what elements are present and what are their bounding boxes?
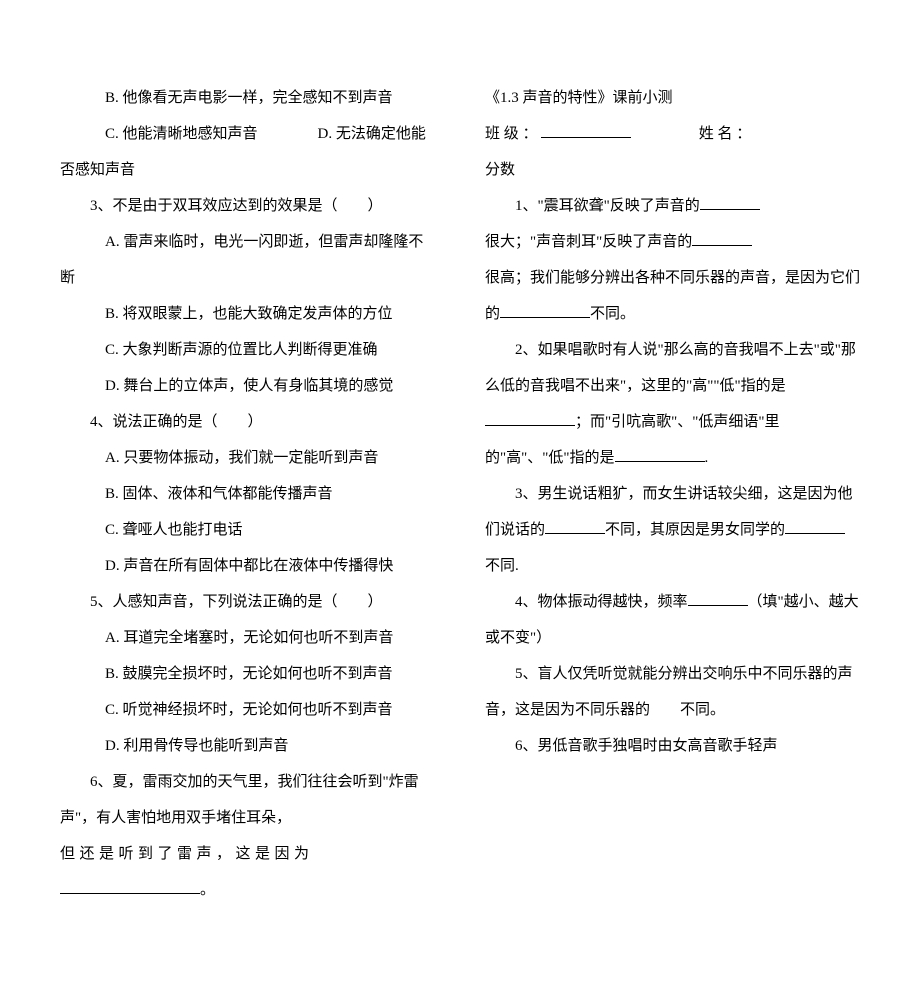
q5a: A. 耳道完全堵塞时，无论如何也听不到声音	[60, 620, 435, 656]
name-label: 姓 名 ：	[699, 126, 752, 142]
q4: 4、说法正确的是（ ）	[60, 404, 435, 440]
q5d: D. 利用骨传导也能听到声音	[60, 728, 435, 764]
q6p1: 6、夏，雷雨交加的天气里，我们往往会听到"炸雷声"，有人害怕地用双手堵住耳朵，	[60, 764, 435, 836]
document-body: B. 他像看无声电影一样，完全感知不到声音 C. 他能清晰地感知声音 D. 无法…	[60, 80, 860, 930]
s2q6: 6、男低音歌手独唱时由女高音歌手轻声	[485, 728, 860, 764]
q3b: B. 将双眼蒙上，也能大致确定发声体的方位	[60, 296, 435, 332]
blank[interactable]	[500, 303, 590, 318]
s2q1c: 很高；我们能够分辨出各种不同乐器的声音，是因为它们的不同。	[485, 260, 860, 332]
s2q1: 1、"震耳欲聋"反映了声音的	[485, 188, 860, 224]
q3d: D. 舞台上的立体声，使人有身临其境的感觉	[60, 368, 435, 404]
blank[interactable]	[688, 591, 748, 606]
blank[interactable]	[700, 195, 760, 210]
s2q2: 2、如果唱歌时有人说"那么高的音我唱不上去"或"那么低的音我唱不出来"，这里的"…	[485, 332, 860, 476]
q4b: B. 固体、液体和气体都能传播声音	[60, 476, 435, 512]
blank[interactable]	[615, 447, 705, 462]
blank[interactable]	[692, 231, 752, 246]
s2q1b: 很大；"声音刺耳"反映了声音的	[485, 224, 860, 260]
q3c: C. 大象判断声源的位置比人判断得更准确	[60, 332, 435, 368]
s2q4: 4、物体振动得越快，频率（填"越小、越大 或不变"）	[485, 584, 860, 656]
q5b: B. 鼓膜完全损坏时，无论如何也听不到声音	[60, 656, 435, 692]
q-opt-cd: C. 他能清晰地感知声音 D. 无法确定他能否感知声音	[60, 116, 435, 188]
score-label: 分数	[485, 152, 860, 188]
q5: 5、人感知声音，下列说法正确的是（ ）	[60, 584, 435, 620]
q4c: C. 聋哑人也能打电话	[60, 512, 435, 548]
class-blank[interactable]	[541, 123, 631, 138]
blank[interactable]	[485, 411, 575, 426]
q4d: D. 声音在所有固体中都比在液体中传播得快	[60, 548, 435, 584]
section-title: 《1.3 声音的特性》课前小测	[485, 80, 860, 116]
q-opt-b: B. 他像看无声电影一样，完全感知不到声音	[60, 80, 435, 116]
q6p2: 但还是听到了雷声，这是因为	[60, 836, 435, 872]
class-label: 班 级 ：	[485, 126, 538, 142]
q5c: C. 听觉神经损坏时，无论如何也听不到声音	[60, 692, 435, 728]
s2q3: 3、男生说话粗犷，而女生讲话较尖细，这是因为他们说话的不同，其原因是男女同学的不…	[485, 476, 860, 584]
blank[interactable]	[545, 519, 605, 534]
q4a: A. 只要物体振动，我们就一定能听到声音	[60, 440, 435, 476]
s2q5: 5、盲人仅凭听觉就能分辨出交响乐中不同乐器的声音，这是因为不同乐器的不同。	[485, 656, 860, 728]
header-row: 班 级 ： 姓 名 ：	[485, 116, 860, 152]
gap	[60, 908, 435, 923]
q6blank: 。	[60, 872, 435, 908]
q3a: A. 雷声来临时，电光一闪即逝，但雷声却隆隆不断	[60, 224, 435, 296]
q3: 3、不是由于双耳效应达到的效果是（ ）	[60, 188, 435, 224]
blank[interactable]	[785, 519, 845, 534]
